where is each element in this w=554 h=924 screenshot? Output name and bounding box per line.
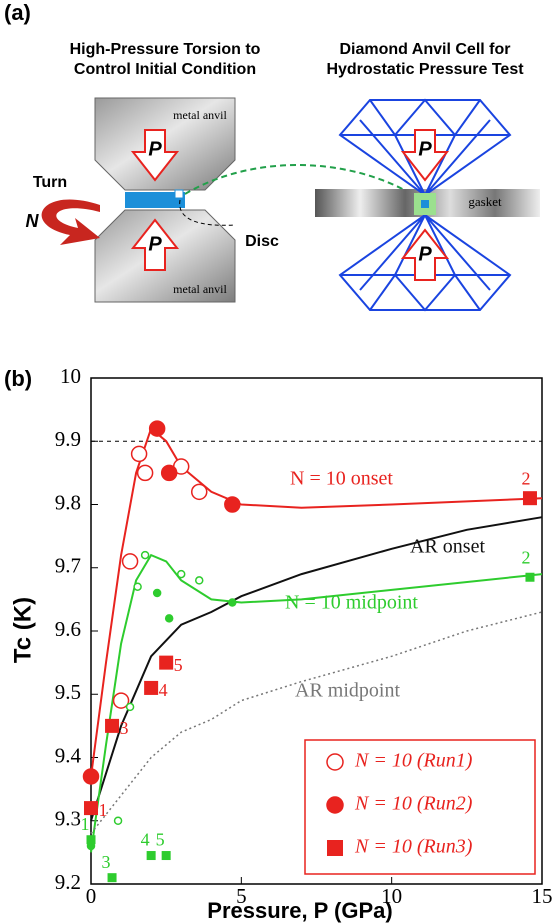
filled-circle-marker <box>228 598 237 607</box>
square-marker <box>144 680 159 695</box>
x-tick-label: 5 <box>236 884 247 908</box>
square-marker <box>84 801 98 816</box>
filled-circle-marker <box>224 496 241 513</box>
turn-label: Turn <box>33 174 67 191</box>
legend-marker <box>326 753 344 771</box>
filled-circle-marker <box>164 614 174 623</box>
curve <box>90 426 543 777</box>
pressure-arrow <box>130 218 180 271</box>
curve-label: N = 10 midpoint <box>285 592 418 614</box>
pressure-arrow <box>400 129 450 182</box>
x-tick-label: 15 <box>532 884 553 908</box>
x-axis-label: Pressure, P (GPa) <box>207 898 392 923</box>
left-title: Control Initial Condition <box>74 61 256 78</box>
square-marker <box>146 851 156 861</box>
legend-label: N = 10 (Run2) <box>354 793 473 815</box>
point-label: 3 <box>120 718 129 738</box>
filled-circle-marker <box>160 464 178 482</box>
y-tick-label: 9.7 <box>55 554 81 578</box>
open-circle-marker <box>125 702 135 712</box>
square-marker <box>86 835 96 845</box>
pressure-symbol: P <box>148 233 162 255</box>
y-tick-label: 9.8 <box>55 490 81 514</box>
y-tick-label: 9.2 <box>55 870 81 894</box>
gasket-label: gasket <box>468 194 502 209</box>
curve <box>90 611 543 834</box>
x-tick-label: 0 <box>86 884 97 908</box>
square-marker <box>107 873 117 883</box>
turn-symbol: N <box>26 211 40 231</box>
y-tick-label: 9.5 <box>55 680 81 704</box>
point-label: 5 <box>174 655 183 675</box>
open-circle-marker <box>130 445 148 463</box>
panel-a: (a) High-Pressure Torsion to Control Ini… <box>4 0 540 312</box>
point-label: 3 <box>102 852 111 872</box>
open-circle-marker <box>112 692 130 709</box>
filled-circle-marker <box>148 420 166 437</box>
legend-marker <box>326 796 344 814</box>
square-marker <box>161 851 171 861</box>
right-title: Diamond Anvil Cell for <box>340 41 511 58</box>
square-marker <box>159 655 174 670</box>
curve <box>90 553 543 853</box>
point-label: 1 <box>99 800 108 820</box>
legend-marker <box>327 840 343 856</box>
sample <box>174 189 184 199</box>
y-tick-label: 9.3 <box>55 807 81 831</box>
right-title: Hydrostatic Pressure Test <box>326 61 524 78</box>
turn-arrow <box>41 199 100 245</box>
point-label: 2 <box>521 468 530 488</box>
open-circle-marker <box>113 816 123 825</box>
y-tick-label: 9.6 <box>55 617 81 641</box>
open-circle-marker <box>194 576 204 585</box>
square-marker <box>525 572 535 582</box>
filled-circle-marker <box>152 588 162 598</box>
open-circle-marker <box>121 553 139 570</box>
point-label: 1 <box>81 814 90 834</box>
panel-label: (b) <box>4 366 32 391</box>
curve-label: AR midpoint <box>295 680 400 702</box>
open-circle-marker <box>190 483 208 501</box>
curve-label: N = 10 onset <box>290 468 393 490</box>
open-circle-marker <box>176 569 186 579</box>
point-label: 4 <box>141 830 150 850</box>
open-circle-marker <box>136 464 154 482</box>
pressure-arrow <box>130 129 180 182</box>
legend-label: N = 10 (Run3) <box>354 836 473 858</box>
point-label: 5 <box>156 830 165 850</box>
square-marker <box>522 491 537 506</box>
square-marker <box>105 718 120 733</box>
pressure-arrow <box>400 228 450 281</box>
y-tick-label: 10 <box>60 364 81 388</box>
left-title: High-Pressure Torsion to <box>70 41 261 58</box>
legend-label: N = 10 (Run1) <box>354 750 473 772</box>
point-label: 4 <box>159 680 168 700</box>
y-tick-label: 9.9 <box>55 427 81 451</box>
curve <box>90 516 543 822</box>
pressure-symbol: P <box>148 138 162 160</box>
open-circle-marker <box>133 582 142 591</box>
disc-pointer <box>179 199 236 226</box>
open-circle-marker <box>140 550 150 560</box>
point-label: 2 <box>521 547 530 567</box>
anvil-label: metal anvil <box>173 108 227 122</box>
y-tick-label: 9.4 <box>55 743 82 767</box>
filled-circle-marker <box>82 768 100 785</box>
y-axis-label: Tc (K) <box>9 597 36 663</box>
pressure-symbol: P <box>418 243 432 265</box>
curve-label: AR onset <box>410 536 485 558</box>
sample <box>421 200 429 208</box>
x-tick-label: 10 <box>381 884 402 908</box>
anvil-label: metal anvil <box>173 282 227 296</box>
disc <box>125 192 185 208</box>
link <box>184 164 419 199</box>
disc-label: Disc <box>245 233 279 250</box>
panel-label: (a) <box>4 0 31 25</box>
pressure-symbol: P <box>418 138 432 160</box>
